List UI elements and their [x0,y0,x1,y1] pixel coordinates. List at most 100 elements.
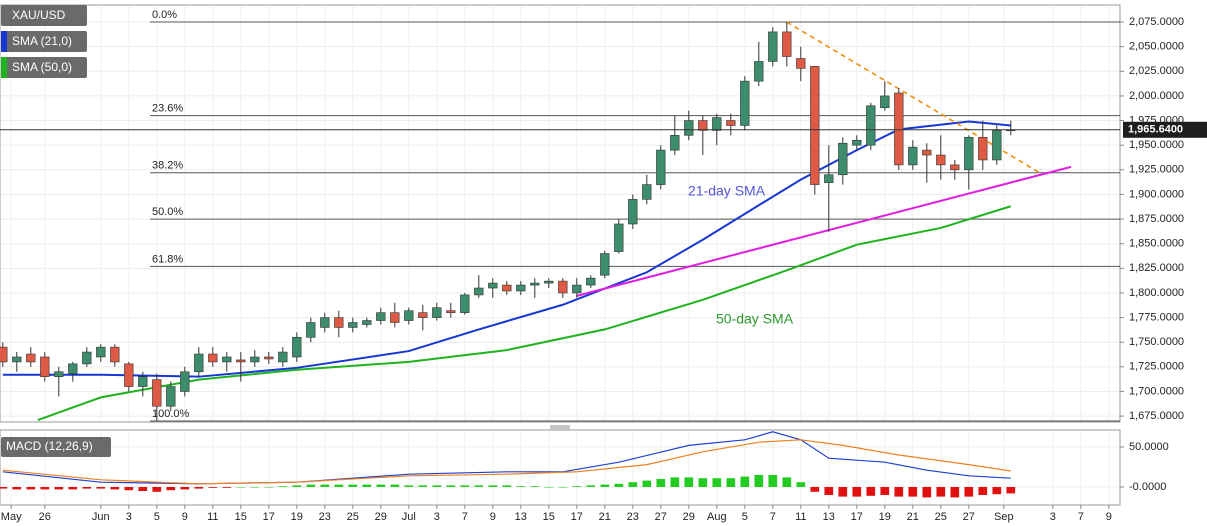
sma-line [2,120,1011,378]
y-tick-label: 1,825.0000 [1129,262,1184,274]
histogram-bar [264,487,274,488]
histogram-bar [908,487,918,497]
y-tick-label: 2,050.0000 [1129,41,1184,53]
histogram-bar [852,487,862,497]
candle-body [600,253,610,276]
candle-body [824,174,834,183]
x-tick-label: 15 [543,511,555,523]
histogram-bar [194,487,204,489]
histogram-bar [768,475,778,487]
candle-body [768,31,778,62]
histogram-bar [726,478,736,487]
candle-body [530,282,540,286]
candle-body [880,95,890,109]
histogram-bar [572,486,582,487]
candle-body [138,376,148,387]
histogram-bar [838,487,848,497]
x-tick-label: 9 [1106,511,1112,523]
candle-body [656,149,666,185]
x-tick-label: 5 [154,511,160,523]
candle-body [96,346,106,358]
histogram-bar [796,482,806,487]
histogram-bar [376,484,386,487]
x-tick-label: 7 [1078,511,1084,523]
legend-swatch [1,31,7,52]
fib-label: 61.8% [152,253,183,265]
y-tick-label: 2,025.0000 [1129,65,1184,77]
y-tick-label: 1,775.0000 [1129,311,1184,323]
histogram-bar [530,486,540,487]
histogram-bar [894,487,904,497]
candle-body [0,346,8,363]
x-tick-label: 25 [935,511,947,523]
legend-label: XAU/USD [12,8,66,22]
candle-body [628,199,638,225]
x-tick-label: 11 [795,511,806,523]
candle-body [152,379,162,407]
histogram-bar [950,487,960,498]
x-tick-label: 23 [627,511,639,523]
candle-body [250,356,260,363]
histogram-bar [250,487,260,488]
candle-body [796,58,806,69]
histogram-bar [96,487,106,489]
histogram-bar [712,478,722,487]
histogram-bar [488,485,498,487]
x-tick-label: 9 [490,511,496,523]
histogram-bar [740,476,750,487]
y-tick-label: 2,000.0000 [1129,90,1184,102]
histogram-bar [180,487,190,490]
macd-title: MACD (12,26,9) [6,439,93,453]
candle-body [852,139,862,146]
x-tick-label: 7 [462,511,468,523]
histogram-bar [446,485,456,487]
candle-body [782,31,792,57]
candle-body [54,371,64,377]
histogram-bar [628,482,638,487]
macd-line [2,439,1011,485]
histogram-bar [320,484,330,487]
candle-body [404,310,414,321]
histogram-bar [166,487,176,491]
fib-label: 0.0% [152,9,177,21]
histogram-bar [754,475,764,487]
candle-body [390,312,400,323]
candle-body [964,137,974,171]
x-tick-label: 3 [126,511,132,523]
candle-body [40,356,50,377]
fib-label: 100.0% [152,408,190,420]
candle-body [222,356,232,363]
candle-body [432,307,442,318]
histogram-bar [978,487,988,495]
trendline [786,21,1044,176]
histogram-bar [110,487,120,490]
candle-body [166,386,176,407]
histogram-bar [292,485,302,487]
x-tick-label: 29 [683,511,695,523]
histogram-bar [684,477,694,487]
x-tick-label: 21 [599,511,611,523]
histogram-bar [68,487,78,490]
candle-body [740,80,750,126]
x-tick-label: 17 [571,511,583,523]
candle-body [264,356,274,360]
y-tick-label: 1,800.0000 [1129,287,1184,299]
y-tick-label: 1,950.0000 [1129,139,1184,151]
y-tick-label: 1,750.0000 [1129,336,1184,348]
plot-frame [0,4,1121,423]
fib-label: 23.6% [152,103,183,115]
candle-body [26,353,36,363]
histogram-bar [558,487,568,488]
histogram-bar [1006,487,1016,494]
candle-body [348,322,358,328]
histogram-bar [936,487,946,497]
legend-box [1,5,87,26]
candle-body [558,280,568,294]
histogram-bar [82,487,92,489]
histogram-bar [124,487,134,491]
candle-body [180,371,190,392]
x-tick-label: 23 [319,511,331,523]
candle-body [516,284,526,292]
histogram-bar [362,484,372,487]
